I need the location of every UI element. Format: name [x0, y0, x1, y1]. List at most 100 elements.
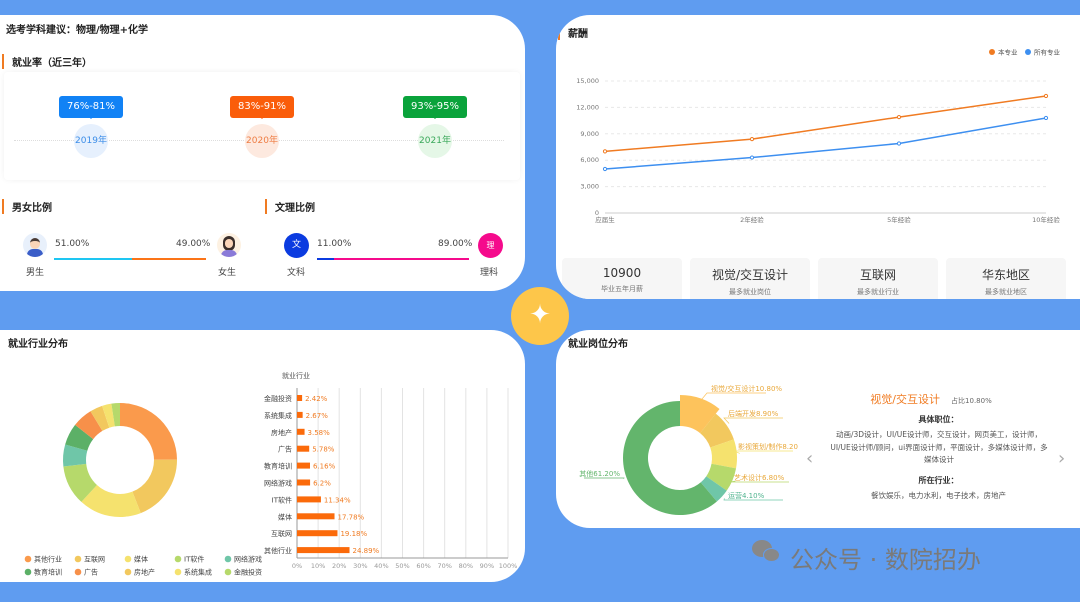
gender-ratio-bar	[54, 258, 206, 260]
bar	[297, 462, 310, 469]
bar-value-label: 6.2%	[313, 480, 331, 488]
male-label: 男生	[26, 268, 45, 278]
prev-arrow-button[interactable]: ‹	[806, 448, 814, 469]
stat-label: 最多就业地区	[985, 288, 1027, 296]
donut-slice	[700, 476, 727, 502]
data-point	[1043, 93, 1049, 99]
bar	[297, 395, 303, 401]
slice-label: 后端开发8.90%	[728, 409, 779, 418]
wechat-icon	[752, 540, 782, 566]
selected-position: 视觉/交互设计	[870, 393, 940, 406]
legend-marker	[1025, 49, 1031, 55]
y-tick-label: 广告	[278, 445, 292, 454]
donut-slice	[111, 403, 120, 427]
salary-stat-card: 10900 毕业五年月薪	[562, 258, 682, 299]
industry-title: 就业行业分布	[8, 339, 68, 350]
legend-marker	[174, 568, 182, 576]
donut-slice	[102, 403, 115, 428]
salary-stat-card: 互联网 最多就业行业	[818, 258, 938, 299]
donut-slice	[700, 413, 734, 448]
x-tick-label: 5年经验	[887, 215, 911, 224]
slice-label: 视觉/交互设计10.80%	[711, 384, 782, 393]
legend-label: 金融投资	[234, 568, 262, 577]
slice-label: 其他61.20%	[579, 469, 620, 478]
male-percent: 51.00%	[55, 239, 90, 249]
label-leader-line	[729, 480, 789, 483]
science-percent: 89.00%	[438, 239, 473, 249]
stat-value: 10900	[602, 266, 642, 280]
donut-slice	[132, 459, 178, 514]
y-tick-label: 3,000	[580, 183, 599, 191]
x-tick-label: 40%	[374, 562, 388, 570]
donut-slice	[680, 395, 720, 434]
bar-value-label: 17.78%	[338, 513, 365, 521]
salary-line-chart: 0 3,000 6,000 9,000 12,000 15,000 应届生 2年经验 5年经验 1…	[576, 48, 1060, 225]
legend-marker	[989, 49, 995, 55]
female-label: 女生	[218, 268, 237, 278]
label-leader-line	[723, 498, 783, 501]
donut-slice	[120, 403, 177, 460]
salary-stat-card: 视觉/交互设计 最多就业岗位	[690, 258, 810, 299]
y-tick-label: 金融投资	[264, 394, 292, 403]
bar	[297, 496, 321, 503]
bar-chart-title: 就业行业	[282, 372, 310, 380]
employment-title: 就业率（近三年）	[2, 54, 92, 69]
jobs-title: 具体职位：	[918, 415, 959, 424]
y-tick-label: 房地产	[271, 428, 292, 437]
stat-value: 华东地区	[981, 268, 1030, 282]
bar	[297, 530, 338, 537]
employment-year: 2020年	[245, 124, 279, 158]
female-avatar	[217, 233, 241, 257]
industries-title: 所在行业：	[918, 476, 959, 485]
data-point	[749, 136, 755, 142]
bar	[297, 445, 310, 452]
y-tick-label: 0	[595, 209, 599, 217]
y-tick-label: 12,000	[576, 103, 599, 111]
legend-label: 广告	[84, 568, 98, 577]
bar-value-label: 6.16%	[313, 463, 336, 471]
y-tick-label: 15,000	[576, 77, 599, 85]
bar	[297, 513, 335, 520]
donut-slice	[81, 485, 141, 517]
data-point	[602, 149, 608, 154]
donut-slice	[62, 444, 88, 467]
y-tick-label: IT软件	[272, 495, 292, 504]
x-tick-label: 100%	[499, 562, 518, 570]
arts-science-title: 文理比例	[265, 199, 315, 214]
x-tick-label: 30%	[353, 562, 367, 570]
legend-marker	[24, 568, 32, 576]
arts-percent: 11.00%	[317, 239, 352, 249]
legend-marker	[74, 555, 82, 563]
legend-label: 网络游戏	[234, 555, 262, 564]
salary-card: 薪酬 0 3,000 6,000 9,000 12,000 15,000 应届生 2年经验 5年…	[556, 15, 1080, 299]
data-point	[896, 141, 902, 146]
arts-label: 文科	[287, 268, 306, 278]
next-arrow-button[interactable]: ›	[1058, 448, 1066, 469]
employment-rate-badge: 93%-95%	[403, 96, 467, 119]
x-tick-label: 60%	[416, 562, 430, 570]
subject-advice: 选考学科建议：物理/物理+化学	[6, 25, 149, 36]
x-tick-label: 2年经验	[740, 215, 764, 224]
arts-science-ratio-bar	[317, 258, 469, 260]
science-icon: 理	[478, 233, 503, 258]
bar-value-label: 2.67%	[306, 412, 329, 420]
x-tick-label: 20%	[332, 562, 346, 570]
bar	[297, 479, 311, 486]
employment-year: 2019年	[74, 124, 108, 158]
y-tick-label: 媒体	[278, 512, 292, 521]
data-point	[1043, 115, 1049, 121]
employment-rate-badge: 83%-91%	[230, 96, 294, 119]
legend-marker	[174, 555, 182, 563]
legend-marker	[224, 568, 232, 576]
bar-value-label: 3.58%	[308, 429, 331, 437]
slice-label: 影视策划/制作8.20	[738, 442, 798, 451]
industries-list: 餐饮娱乐，电力水利，电子技术，房地产	[871, 491, 1006, 500]
label-leader-line	[699, 392, 766, 402]
legend-marker	[124, 568, 132, 576]
positions-card: 就业岗位分布 视觉/交互设计10.80% 后端开发8.90% 影视策划/制作8.20…	[556, 330, 1080, 528]
legend-label: 房地产	[134, 568, 155, 577]
donut-slice	[623, 401, 717, 515]
y-tick-label: 网络游戏	[264, 479, 292, 488]
donut-slice	[706, 463, 737, 491]
employment-year: 2021年	[418, 124, 452, 158]
